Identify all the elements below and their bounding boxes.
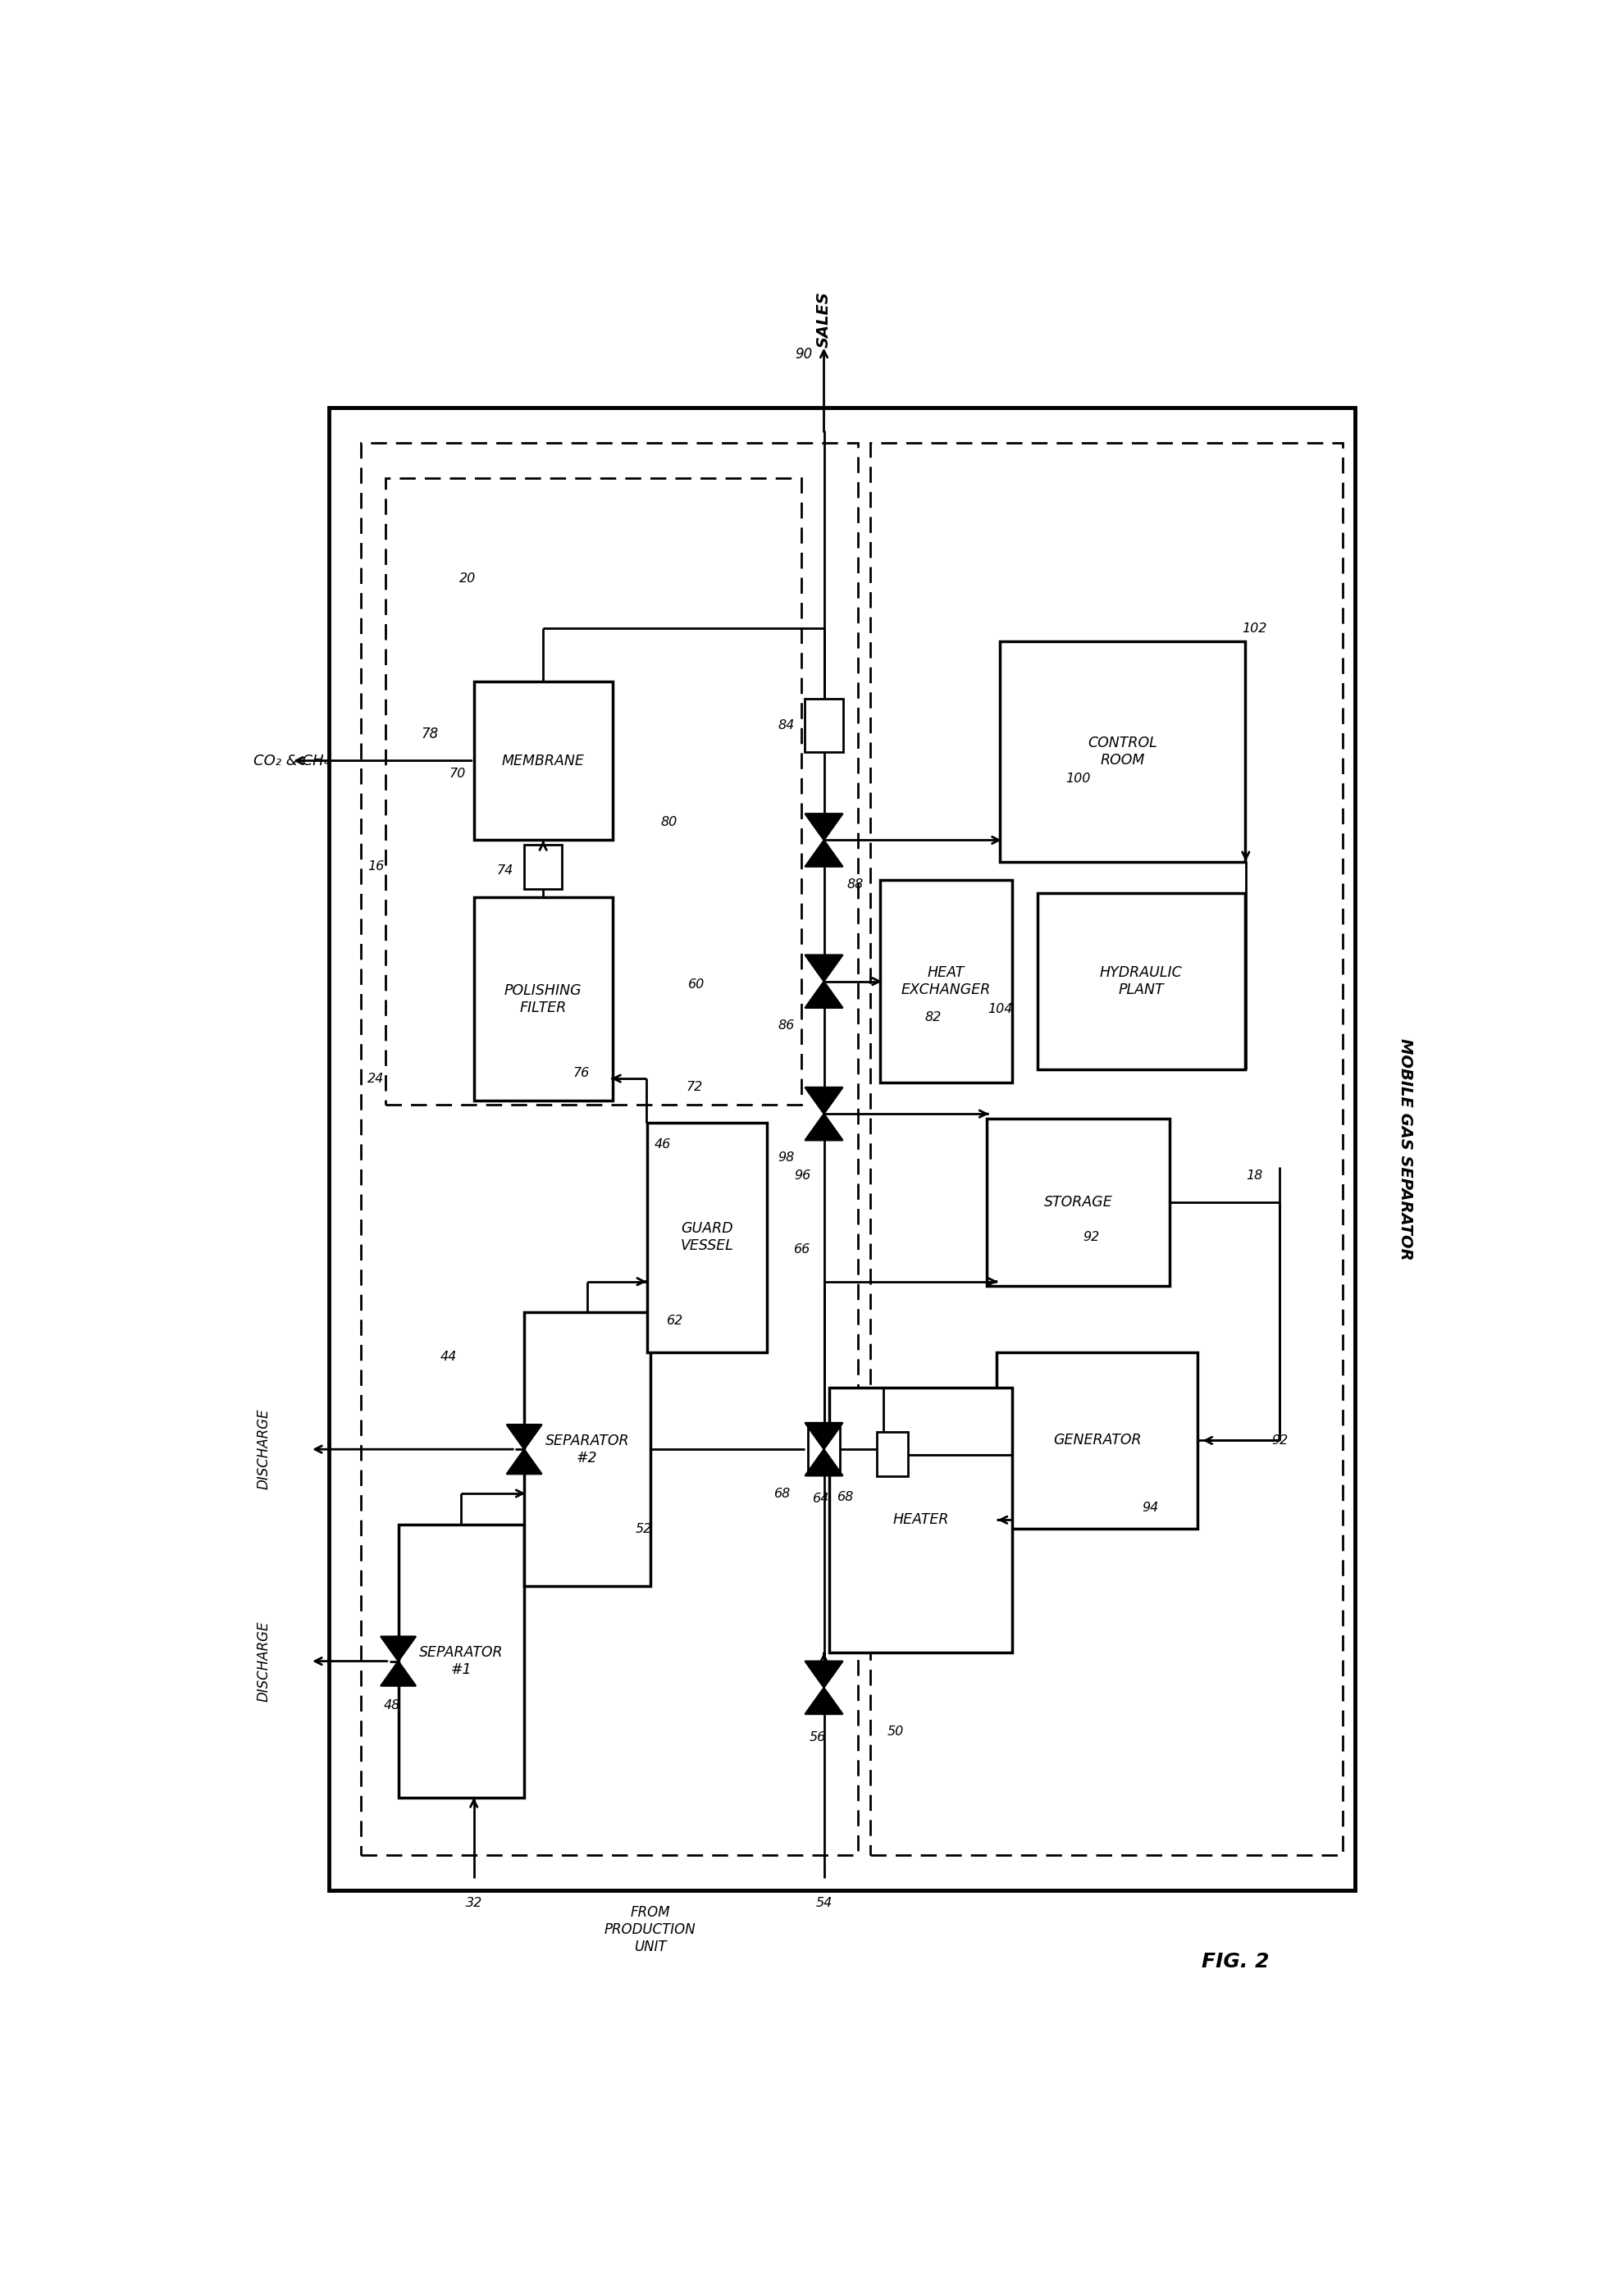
Text: 64: 64 — [812, 1493, 830, 1504]
Bar — [999, 642, 1244, 862]
Bar — [525, 844, 562, 890]
Bar — [474, 897, 612, 1101]
Text: MEMBRANE: MEMBRANE — [502, 754, 585, 768]
Text: 68: 68 — [773, 1488, 791, 1500]
Text: 80: 80 — [661, 816, 677, 828]
Text: 74: 74 — [497, 864, 513, 876]
Polygon shape — [507, 1449, 541, 1474]
Polygon shape — [804, 1449, 843, 1477]
Text: 96: 96 — [794, 1169, 810, 1181]
Text: HYDRAULIC
PLANT: HYDRAULIC PLANT — [1099, 965, 1182, 997]
Polygon shape — [380, 1660, 416, 1685]
Text: 98: 98 — [778, 1151, 794, 1165]
Polygon shape — [804, 954, 843, 981]
Text: GENERATOR: GENERATOR — [1052, 1433, 1140, 1447]
Polygon shape — [804, 1114, 843, 1140]
Text: 60: 60 — [689, 979, 705, 991]
Text: SALES: SALES — [815, 291, 831, 349]
Text: 68: 68 — [836, 1490, 853, 1504]
Text: 78: 78 — [421, 727, 438, 741]
Text: CO₂ & CH₄: CO₂ & CH₄ — [253, 754, 330, 768]
Bar — [385, 479, 801, 1105]
Text: 56: 56 — [809, 1731, 825, 1743]
Text: GUARD
VESSEL: GUARD VESSEL — [680, 1222, 732, 1254]
Polygon shape — [804, 814, 843, 839]
Text: 20: 20 — [460, 573, 476, 585]
Bar — [877, 1431, 908, 1477]
Text: 72: 72 — [685, 1082, 702, 1094]
Bar — [398, 1525, 525, 1798]
Bar — [996, 1353, 1197, 1529]
Text: 50: 50 — [887, 1727, 903, 1738]
Text: 94: 94 — [1142, 1502, 1158, 1513]
Text: 66: 66 — [794, 1243, 810, 1257]
Text: FROM
PRODUCTION
UNIT: FROM PRODUCTION UNIT — [604, 1905, 695, 1954]
Bar — [361, 443, 857, 1855]
Text: HEATER: HEATER — [892, 1513, 948, 1527]
Text: CONTROL
ROOM: CONTROL ROOM — [1086, 736, 1156, 768]
Text: 88: 88 — [846, 878, 864, 890]
Text: 70: 70 — [448, 768, 466, 780]
Text: POLISHING
FILTER: POLISHING FILTER — [503, 984, 581, 1016]
Bar — [986, 1119, 1169, 1286]
Bar — [330, 408, 1354, 1892]
Text: 54: 54 — [815, 1896, 831, 1910]
Text: 104: 104 — [987, 1002, 1012, 1016]
Text: 32: 32 — [466, 1896, 482, 1910]
Text: 86: 86 — [778, 1020, 794, 1032]
Text: HEAT
EXCHANGER: HEAT EXCHANGER — [901, 965, 991, 997]
Polygon shape — [380, 1637, 416, 1660]
Text: SEPARATOR
#2: SEPARATOR #2 — [544, 1433, 628, 1465]
Polygon shape — [804, 1422, 843, 1449]
Text: 100: 100 — [1065, 773, 1090, 784]
Text: 76: 76 — [572, 1066, 590, 1080]
Bar — [870, 443, 1341, 1855]
Text: DISCHARGE: DISCHARGE — [257, 1408, 271, 1490]
Polygon shape — [804, 1688, 843, 1715]
Text: 16: 16 — [367, 860, 383, 874]
Bar — [807, 1426, 840, 1472]
Bar — [804, 699, 843, 752]
Text: 46: 46 — [654, 1140, 671, 1151]
Polygon shape — [804, 839, 843, 867]
Text: 90: 90 — [794, 346, 812, 362]
Text: 44: 44 — [440, 1351, 456, 1362]
Bar — [880, 881, 1012, 1082]
Text: 102: 102 — [1241, 621, 1267, 635]
Text: 84: 84 — [778, 720, 794, 731]
Bar — [474, 681, 612, 839]
Text: 92: 92 — [1272, 1435, 1288, 1447]
Polygon shape — [804, 1660, 843, 1688]
Text: MOBILE GAS SEPARATOR: MOBILE GAS SEPARATOR — [1397, 1039, 1413, 1261]
Bar — [525, 1312, 650, 1587]
Text: 24: 24 — [367, 1073, 383, 1085]
Text: STORAGE: STORAGE — [1043, 1195, 1112, 1208]
Text: 92: 92 — [1082, 1231, 1098, 1243]
Text: FIG. 2: FIG. 2 — [1202, 1951, 1268, 1972]
Polygon shape — [804, 981, 843, 1009]
Text: 52: 52 — [635, 1523, 651, 1534]
Bar — [830, 1387, 1012, 1653]
Bar — [646, 1124, 767, 1353]
Polygon shape — [507, 1424, 541, 1449]
Text: 18: 18 — [1246, 1169, 1262, 1181]
Text: SEPARATOR
#1: SEPARATOR #1 — [419, 1646, 503, 1676]
Text: 82: 82 — [924, 1011, 942, 1023]
Text: DISCHARGE: DISCHARGE — [257, 1621, 271, 1701]
Text: 62: 62 — [667, 1314, 684, 1328]
Text: 48: 48 — [383, 1699, 400, 1711]
Polygon shape — [804, 1087, 843, 1114]
Bar — [1036, 894, 1244, 1069]
